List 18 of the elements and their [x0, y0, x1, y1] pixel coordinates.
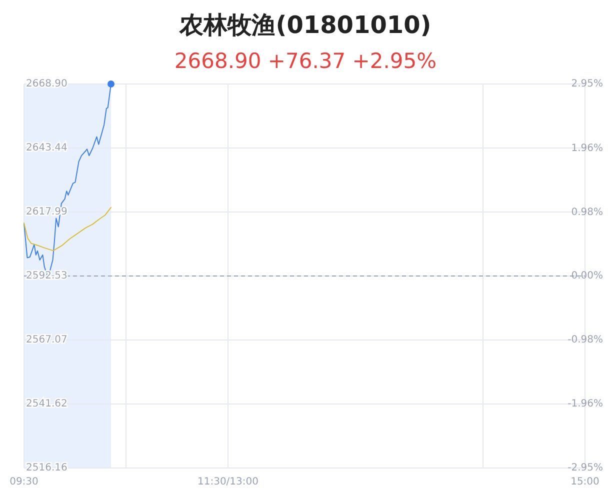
y2-tick-label: -1.96% — [568, 398, 603, 410]
x-tick-label: 15:00 — [570, 476, 600, 488]
y2-tick-label: -2.95% — [568, 462, 603, 474]
y-tick-label: 2592.53 — [26, 270, 68, 282]
y-tick-label: 2516.16 — [26, 462, 68, 474]
y-tick-label: 2541.62 — [26, 398, 68, 410]
y-tick-label: 2668.90 — [26, 78, 68, 90]
y-tick-label: 2567.07 — [26, 334, 68, 346]
y2-tick-label: 0.00% — [571, 270, 603, 282]
x-tick-label: 11:30/13:00 — [197, 476, 259, 488]
y2-tick-label: -0.98% — [568, 334, 603, 346]
y2-tick-label: 0.98% — [571, 206, 603, 218]
y2-tick-label: 2.95% — [571, 78, 603, 90]
chart-title: 农林牧渔(01801010) — [178, 11, 432, 39]
chart-subtitle: 2668.90 +76.37 +2.95% — [174, 49, 437, 73]
y2-tick-label: 1.96% — [571, 143, 603, 154]
y-tick-label: 2643.44 — [26, 142, 68, 154]
x-tick-label: 09:30 — [10, 476, 38, 488]
